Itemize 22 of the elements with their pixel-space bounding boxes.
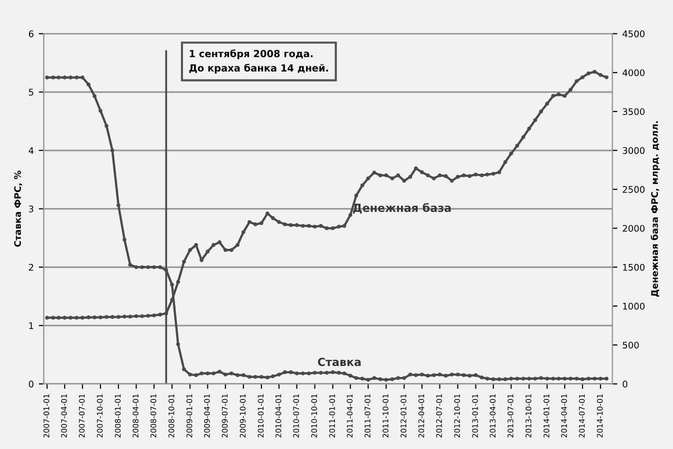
y2-tick-label: 1000 [623,302,645,310]
y2-tick-label: 3000 [622,147,645,154]
y-tick-label: 3 [28,206,34,212]
y-tick-label: 2 [28,264,34,271]
y2-tick-label: 1500 [623,264,645,271]
y2-tick-label: 3500 [622,108,645,116]
y-tick-label: 0 [28,380,34,388]
series-label: Ставка [318,358,361,366]
y2-tick-label: 2000 [622,224,645,232]
y-tick-label: 5 [28,88,34,96]
y2-tick-label: 0 [622,380,628,388]
y2-tick-label: 4000 [622,69,645,76]
series-label: Денежная база [353,203,451,214]
y-tick-label: 1 [29,322,34,329]
y-axis-title: Ставка ФРС, % [14,170,22,247]
y-tick-label: 6 [28,30,34,38]
annotation: 1 сентября 2008 года. До краха банка 14 дней. [189,49,328,74]
y2-tick-label: 4500 [622,30,645,38]
y2-tick-label: 500 [622,342,639,349]
y2-tick-label: 2500 [622,186,645,193]
y2-axis-title: Денежная база ФРС, млрд. долл. [650,121,660,297]
y-tick-label: 4 [28,147,34,154]
